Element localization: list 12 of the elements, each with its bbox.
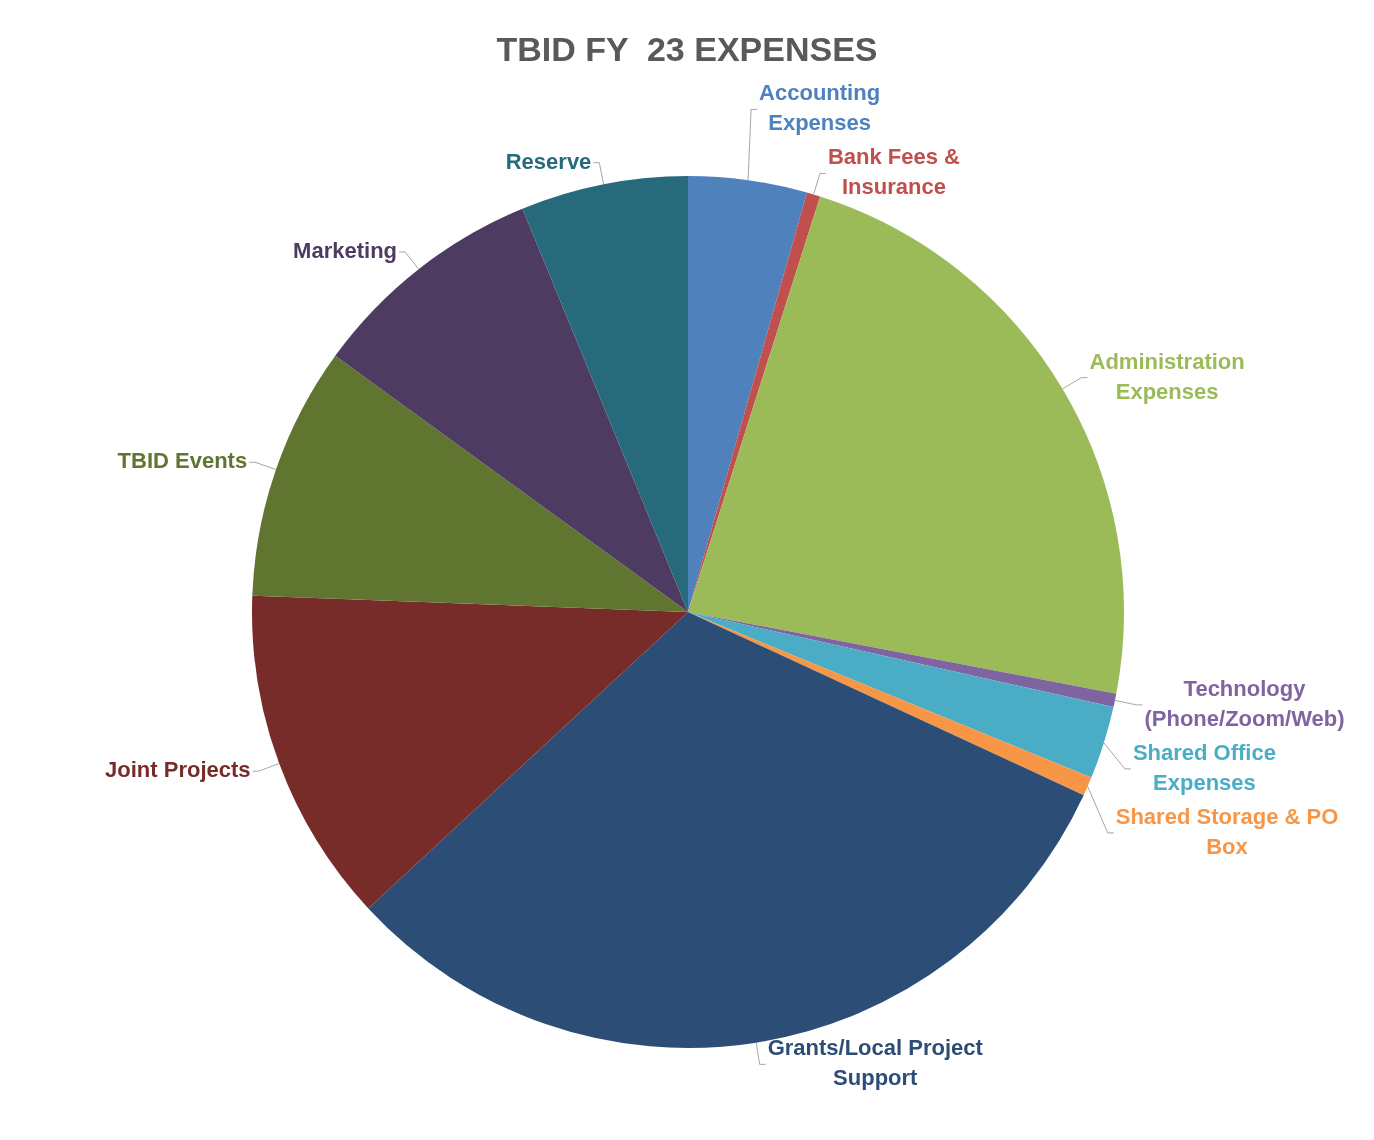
slice-label: Accounting Expenses [759, 80, 881, 136]
slice-label: Joint Projects [105, 757, 251, 783]
slice-label: Administration Expenses [1089, 348, 1245, 404]
slice-label: Shared Office Expenses [1132, 739, 1276, 795]
chart-title: TBID FY 23 EXPENSES [495, 30, 879, 69]
slice-label: Shared Storage & PO Box [1115, 803, 1339, 859]
slice-label: Bank Fees & Insurance [827, 144, 961, 200]
slice-label: Reserve [505, 148, 592, 174]
slice-label: Marketing [293, 237, 398, 263]
slice-label: TBID Events [117, 448, 248, 474]
slice-label: Grants/Local Project Support [767, 1035, 984, 1091]
slice-label: Technology (Phone/Zoom/Web) [1144, 675, 1345, 731]
